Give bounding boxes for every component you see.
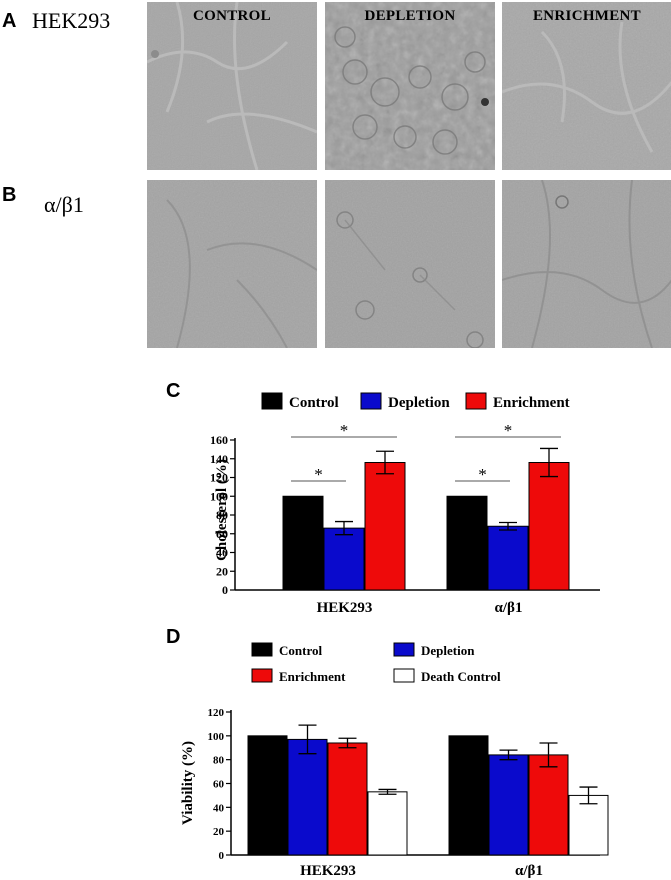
chart-d-y-tick-label: 20 bbox=[213, 826, 225, 838]
chart-d-bar-enrichment-hek293 bbox=[327, 742, 368, 856]
chart-d-category-label-hek293: HEK293 bbox=[300, 863, 356, 879]
chart-d-bar-death-control-1 bbox=[568, 794, 609, 856]
chart-c-y-tick-label: 0 bbox=[222, 583, 228, 597]
column-title-depletion: DEPLETION bbox=[364, 8, 456, 24]
chart-d-y-tick-label: 80 bbox=[213, 755, 225, 767]
chart-c-y-tick-label: 100 bbox=[210, 489, 228, 503]
chart-c-legend-swatch-enrichment bbox=[465, 392, 487, 410]
chart-c-category-label-hek293: HEK293 bbox=[317, 600, 373, 616]
column-title-enrichment: ENRICHMENT bbox=[532, 8, 641, 24]
chart-d-bar-depletion-hek293 bbox=[287, 738, 328, 856]
chart-c-significance-hek293-enrichment-label: * bbox=[340, 421, 349, 440]
micrograph-hek293-enrichment: ENRICHMENT bbox=[502, 2, 671, 170]
chart-d-category-label-1: α/β1 bbox=[515, 863, 543, 879]
chart-d-y-tick-label: 120 bbox=[208, 707, 225, 719]
chart-d-y-tick-label: 40 bbox=[213, 802, 225, 814]
chart-d-bar-control-hek293 bbox=[247, 735, 288, 856]
micrograph-hek293-control: CONTROL bbox=[147, 2, 317, 170]
chart-d-legend-swatch-depletion bbox=[393, 642, 415, 657]
chart-c-legend-swatch-depletion bbox=[360, 392, 382, 410]
chart-d-y-axis-label: Viability (%) bbox=[180, 741, 196, 825]
chart-c-bar-depletion-hek293 bbox=[323, 527, 365, 591]
micrograph-alpha-beta1-control bbox=[147, 180, 317, 348]
chart-d-legend-swatch-control bbox=[251, 642, 273, 657]
micrograph-alpha-beta1-depletion bbox=[325, 180, 495, 348]
chart-c-significance-1-enrichment-label: * bbox=[504, 421, 513, 440]
panel-a-letter: A bbox=[2, 10, 17, 32]
chart-c-legend-label-depletion: Depletion bbox=[388, 395, 450, 411]
panel-c-letter: C bbox=[166, 380, 181, 402]
row-label-hek293: HEK293 bbox=[32, 8, 111, 33]
chart-c-y-tick-label: 40 bbox=[216, 546, 228, 560]
chart-d-legend-label-control: Control bbox=[279, 643, 322, 658]
chart-c-y-tick-label: 160 bbox=[210, 433, 228, 447]
chart-c-bar-control-1 bbox=[446, 495, 488, 591]
chart-d-legend-label-death-control: Death Control bbox=[421, 669, 501, 684]
chart-c-significance-1-depletion-label: * bbox=[478, 465, 487, 484]
chart-d-legend-swatch-enrichment bbox=[251, 668, 273, 683]
chart-d-legend-label-depletion: Depletion bbox=[421, 643, 475, 658]
chart-d-bar-control-1 bbox=[448, 735, 489, 856]
chart-c-significance-hek293-depletion-label: * bbox=[314, 465, 323, 484]
chart-c-legend-swatch-control bbox=[261, 392, 283, 410]
chart-c-category-label-1: α/β1 bbox=[495, 600, 523, 616]
chart-c-bar-depletion-1 bbox=[487, 525, 529, 591]
chart-c-legend-label-control: Control bbox=[289, 395, 339, 411]
panel-b-letter: B bbox=[2, 184, 17, 206]
chart-c-y-tick-label: 120 bbox=[210, 471, 228, 485]
chart-c-bar-enrichment-1 bbox=[528, 462, 570, 591]
panel-d-letter: D bbox=[166, 626, 181, 648]
chart-d-y-tick-label: 60 bbox=[213, 779, 225, 791]
chart-c-y-tick-label: 80 bbox=[216, 508, 228, 522]
chart-c-bar-enrichment-hek293 bbox=[364, 462, 406, 591]
chart-d-legend-label-enrichment: Enrichment bbox=[279, 669, 346, 684]
chart-d-y-tick-label: 100 bbox=[208, 731, 225, 743]
chart-c-bar-control-hek293 bbox=[282, 495, 324, 591]
chart-d-legend-swatch-death-control bbox=[393, 668, 415, 683]
chart-c-y-tick-label: 140 bbox=[210, 452, 228, 466]
chart-c-y-tick-label: 60 bbox=[216, 527, 228, 541]
micrograph-hek293-depletion: DEPLETION bbox=[325, 2, 495, 170]
chart-d-bar-depletion-1 bbox=[488, 754, 529, 856]
micrograph-alpha-beta1-enrichment bbox=[502, 180, 671, 348]
chart-c-y-tick-label: 20 bbox=[216, 564, 228, 578]
chart-d-bar-enrichment-1 bbox=[528, 754, 569, 856]
chart-d-y-tick-label: 0 bbox=[219, 850, 225, 862]
chart-d-bar-death-control-hek293 bbox=[367, 791, 408, 856]
row-label-alpha-beta1: α/β1 bbox=[44, 192, 84, 217]
chart-c-y-axis-label: Cholesterol (%) bbox=[214, 459, 230, 561]
chart-c-legend-label-enrichment: Enrichment bbox=[493, 395, 570, 411]
column-title-control: CONTROL bbox=[193, 8, 271, 24]
